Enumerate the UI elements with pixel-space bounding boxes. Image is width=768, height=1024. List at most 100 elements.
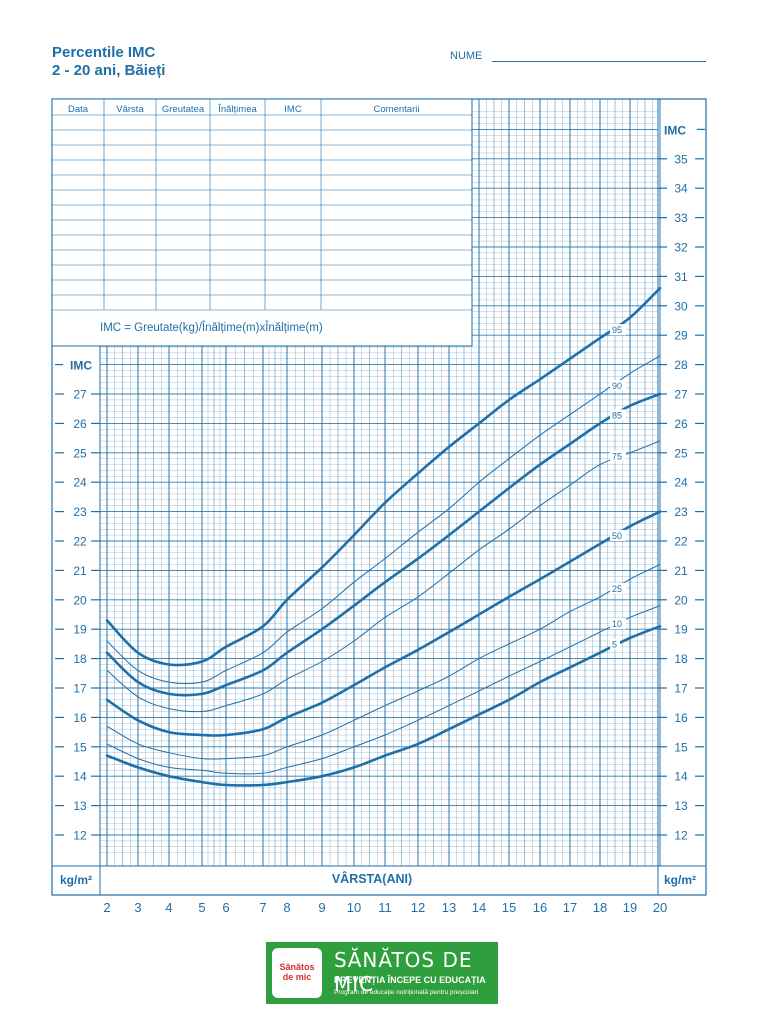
x-tick-label: 10 [347,900,361,915]
y-tick-bg [666,444,696,460]
y-tick-bg [666,386,696,401]
y-tick-bg [666,709,696,725]
y-tick-label-left: 12 [73,829,87,843]
y-tick-label-right: 24 [674,476,688,490]
x-tick-label: 20 [653,900,667,915]
y-tick-bg [666,621,696,637]
percentile-label-bg [610,618,626,630]
y-tick-bg [66,503,96,519]
percentile-curve-95 [105,286,662,667]
y-tick-bg [66,591,96,607]
percentile-label-75: 75 [612,452,622,462]
y-tick-label-right: 17 [674,682,688,696]
record-table: Data Vârsta Greutatea Înălțimea IMC Comentari… [51,98,473,347]
percentile-curve-90 [106,355,661,685]
table-header-cell: Data [68,104,89,115]
y-tick-bg [66,650,96,666]
y-tick-label-right: 32 [674,241,688,255]
y-tick-label-right: 18 [674,652,688,666]
x-tick-label: 19 [623,900,637,915]
chart-grid [51,98,707,896]
y-axis-title-bg [64,355,96,372]
table-header-cell: Greutatea [162,104,205,115]
x-tick-label: 12 [411,900,425,915]
y-tick-bg [666,415,696,431]
y-tick-label-right: 23 [674,505,688,519]
y-tick-label-left: 27 [73,388,87,402]
y-tick-bg [666,827,696,842]
x-tick-label: 6 [222,900,229,915]
y-tick-label-right: 20 [674,593,688,607]
y-tick-bg [666,680,696,695]
y-tick-bg [66,709,96,725]
y-tick-bg [666,474,696,490]
x-tick-label: 8 [283,900,290,915]
percentile-curve-75 [106,440,661,713]
logo-subtitle: Program de educație nutrițională pentru … [334,989,479,996]
percentile-curve-10 [106,605,661,775]
y-tick-label-left: 20 [73,593,87,607]
y-tick-label-left: 14 [73,770,87,784]
table-frame [51,98,473,347]
y-tick-label-right: 22 [674,535,688,549]
x-axis-title-bg [324,868,420,888]
y-tick-label-left: 21 [73,564,87,578]
x-tick-label: 2 [103,900,110,915]
y-tick-label-left: 22 [73,535,87,549]
y-axis-title-left: IMC [70,359,92,373]
x-tick-label: 15 [502,900,516,915]
y-tick-label-right: 31 [674,270,688,284]
y-tick-bg [66,768,96,784]
percentile-label-90: 90 [612,381,622,391]
y-tick-label-right: 26 [674,417,688,431]
unit-bg [662,868,702,888]
x-axis-title: VÂRSTA(ANI) [332,871,412,886]
y-tick-label-left: 19 [73,623,87,637]
logo-slogan: PREVENȚIA ÎNCEPE CU EDUCAȚIA [334,975,486,985]
y-tick-label-left: 13 [73,799,87,813]
x-tick-label: 14 [472,900,486,915]
logo-name: SĂNĂTOS DE MIC [334,948,473,996]
y-tick-label-right: 35 [674,152,688,166]
y-tick-bg [666,562,696,578]
y-tick-bg [666,356,696,372]
y-tick-bg [666,150,696,166]
y-tick-bg [666,209,696,225]
y-tick-bg [666,797,696,813]
percentile-curve-25 [106,564,661,760]
y-tick-bg [666,268,696,284]
percentile-label-bg [610,529,626,541]
percentile-label-50: 50 [612,531,622,541]
y-tick-bg [666,533,696,548]
table-header-cell: IMC [284,104,302,115]
y-tick-bg [66,621,96,637]
percentile-label-bg [610,324,626,336]
axis-labels: IMC12131415161718192021222324252627IMC12… [55,120,705,915]
name-label: NUME [450,50,483,62]
y-tick-bg [666,591,696,607]
y-tick-label-right: 16 [674,711,688,725]
y-tick-label-right: 28 [674,358,688,372]
y-tick-label-left: 16 [73,711,87,725]
table-header-cell: Vârsta [116,104,144,115]
y-tick-label-right: 21 [674,564,688,578]
y-axis-title-right: IMC [664,123,686,137]
y-tick-bg [66,827,96,842]
y-tick-bg [66,680,96,695]
percentile-label-25: 25 [612,584,622,594]
bmi-formula: IMC = Greutate(kg)/Înălțime(m)xÎnălțime(… [100,321,323,334]
x-tick-label: 11 [378,900,392,915]
name-input-line[interactable] [492,61,706,62]
y-tick-bg [66,738,96,754]
percentile-label-bg [610,638,620,650]
x-tick-label: 16 [533,900,547,915]
y-tick-bg [666,650,696,666]
percentile-label-10: 10 [612,619,622,629]
percentile-label-bg [610,582,626,594]
table-header-cell: Comentarii [374,104,420,115]
y-tick-label-left: 26 [73,417,87,431]
page-title: Percentile IMC [52,44,156,61]
y-tick-bg [66,415,96,431]
y-tick-label-left: 25 [73,446,87,460]
y-tick-bg [666,180,696,196]
